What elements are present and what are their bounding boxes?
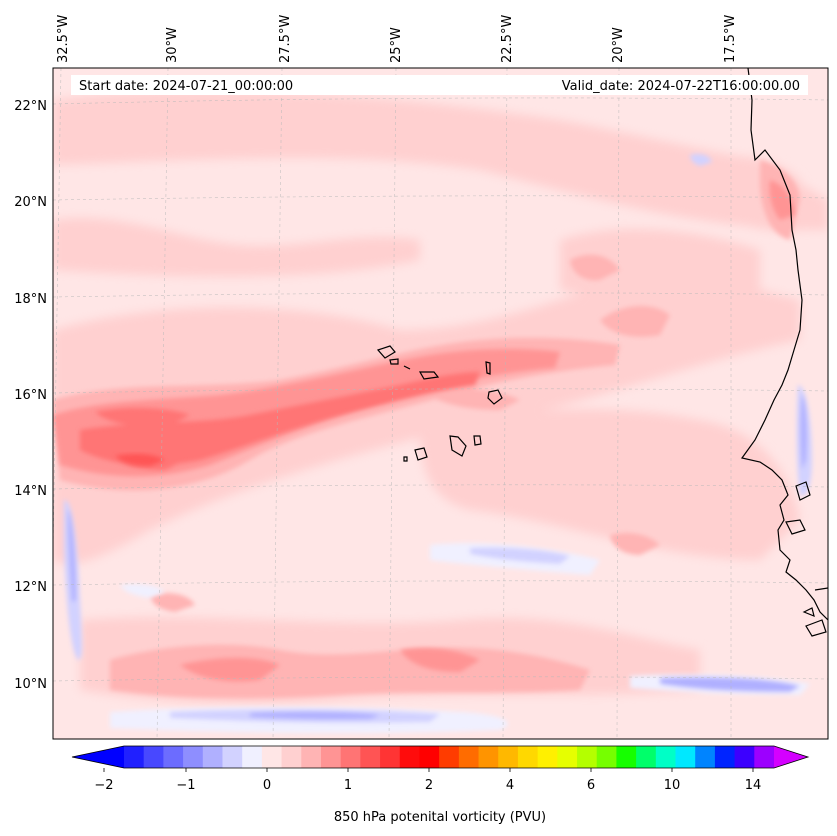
lon-label: 32.5°W — [56, 15, 71, 63]
lat-label: 16°N — [14, 388, 47, 403]
colorbar-swatch — [183, 746, 204, 768]
colorbar: −2 −1 0 1 2 4 6 10 14 850 hPa potenital … — [71, 745, 810, 825]
valid-date-box — [531, 75, 808, 95]
colorbar-swatch — [242, 746, 263, 768]
african-coastline — [740, 68, 828, 637]
colorbar-swatch — [478, 746, 499, 768]
colorbar-ticks — [103, 768, 754, 772]
colorbar-swatch — [557, 746, 578, 768]
colorbar-tick-labels: −2 −1 0 1 2 4 6 10 14 — [94, 778, 761, 793]
colorbar-tick-label: 14 — [745, 778, 762, 793]
colorbar-swatch — [537, 746, 558, 768]
colorbar-swatch — [616, 746, 637, 768]
colorbar-tick-label: 4 — [506, 778, 514, 793]
valid-date-text: Valid_date: 2024-07-22T16:00:00.00 — [562, 79, 800, 94]
colorbar-title: 850 hPa potenital vorticity (PVU) — [334, 810, 546, 825]
colorbar-swatch — [655, 746, 677, 768]
lat-label: 10°N — [14, 677, 47, 692]
colorbar-swatch — [163, 746, 184, 768]
lon-label: 27.5°W — [278, 15, 293, 63]
pv-contour-max — [115, 453, 165, 466]
colorbar-swatch — [320, 746, 342, 768]
lon-label: 30°W — [165, 27, 180, 63]
colorbar-tick-label: 1 — [344, 778, 352, 793]
lat-label: 12°N — [14, 580, 47, 595]
colorbar-swatch — [695, 746, 716, 768]
colorbar-swatch — [202, 746, 223, 768]
colorbar-swatch — [340, 746, 361, 768]
colorbar-tick-label: −1 — [176, 778, 195, 793]
lon-label: 20°W — [611, 27, 626, 63]
colorbar-swatch — [577, 746, 598, 768]
colorbar-swatch — [380, 746, 401, 768]
colorbar-extend-max — [774, 746, 808, 768]
colorbar-tick-label: 10 — [664, 778, 681, 793]
colorbar-swatch — [399, 746, 420, 768]
colorbar-swatch — [124, 746, 145, 768]
lat-label: 20°N — [14, 195, 47, 210]
lon-label: 25°W — [389, 27, 404, 63]
colorbar-swatch — [301, 746, 322, 768]
lon-label: 17.5°W — [723, 15, 738, 63]
colorbar-swatch — [754, 746, 775, 768]
colorbar-swatch — [143, 746, 164, 768]
colorbar-swatch — [419, 746, 440, 768]
longitude-labels: 32.5°W 30°W 27.5°W 25°W 22.5°W 20°W 17.5… — [56, 15, 738, 63]
colorbar-swatch — [596, 746, 617, 768]
colorbar-swatch — [517, 746, 539, 768]
lat-label: 18°N — [14, 292, 47, 307]
colorbar-swatch — [498, 746, 519, 768]
lat-label: 22°N — [14, 99, 47, 114]
colorbar-outline — [71, 745, 810, 769]
colorbar-tick-label: 6 — [587, 778, 595, 793]
colorbar-swatch — [458, 746, 480, 768]
colorbar-swatch — [675, 746, 696, 768]
colorbar-swatch — [439, 746, 460, 768]
colorbar-swatches — [124, 746, 775, 768]
colorbar-extend-min — [72, 746, 124, 768]
colorbar-swatch — [360, 746, 381, 768]
start-date-box — [71, 75, 531, 95]
colorbar-swatch — [281, 746, 302, 768]
colorbar-swatch — [636, 746, 657, 768]
colorbar-tick-label: 2 — [425, 778, 433, 793]
lat-label: 14°N — [14, 484, 47, 499]
start-date-text: Start date: 2024-07-21_00:00:00 — [79, 79, 293, 94]
map-frame — [52, 67, 829, 740]
latitude-labels: 22°N 20°N 18°N 16°N 14°N 12°N 10°N — [14, 99, 47, 692]
colorbar-swatch — [222, 746, 243, 768]
map-graticule — [53, 68, 828, 739]
cape-verde-islands — [376, 345, 503, 462]
colorbar-tick-label: 0 — [263, 778, 271, 793]
pv-contour-negative — [64, 153, 812, 734]
colorbar-swatch — [734, 746, 755, 768]
colorbar-tick-label: −2 — [94, 778, 113, 793]
colorbar-swatch — [714, 746, 736, 768]
lon-label: 22.5°W — [500, 15, 515, 63]
colorbar-swatch — [261, 746, 283, 768]
map-area: Start date: 2024-07-21_00:00:00 Valid_da… — [53, 68, 828, 739]
